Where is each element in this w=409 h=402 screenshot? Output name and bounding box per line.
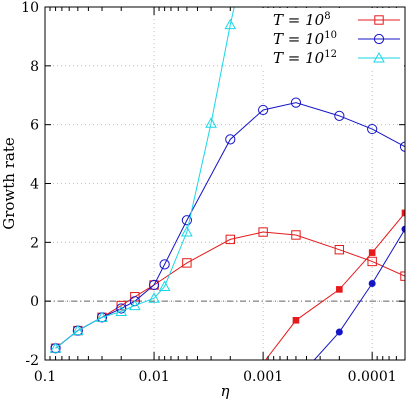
data-point-marker [205, 117, 217, 128]
y-tick-label: 0 [30, 294, 39, 310]
data-point-marker [159, 259, 170, 270]
data-point-marker [292, 316, 300, 324]
x-tick-label: 0.1 [34, 369, 56, 385]
legend-label: T = 1010 [273, 30, 337, 48]
data-point-marker [225, 234, 235, 245]
data-point-marker [71, 324, 84, 336]
series-1-line [55, 102, 405, 349]
data-point-marker [49, 342, 62, 353]
y-axis-label: Growth rate [0, 137, 18, 230]
data-point-marker [291, 230, 301, 240]
series-0-line [55, 231, 405, 349]
x-tick-label: 0.01 [138, 369, 169, 385]
data-point-marker [401, 209, 405, 217]
x-axis-label: η [221, 382, 230, 400]
legend-label: T = 1012 [273, 49, 337, 67]
data-point-marker [129, 299, 141, 311]
data-point-marker [367, 256, 377, 267]
secondary-line-1-line [313, 228, 405, 360]
secondary-line-0-line [265, 212, 405, 360]
data-point-marker [181, 215, 192, 226]
data-point-marker [335, 328, 343, 336]
series-2-line [55, 7, 235, 349]
data-point-marker [367, 123, 378, 135]
plot-lines [49, 7, 405, 360]
data-point-marker [182, 258, 192, 268]
x-tick-label: 0.001 [243, 369, 283, 385]
data-point-marker [116, 303, 127, 314]
data-point-marker [334, 110, 345, 121]
data-point-marker [148, 279, 160, 291]
data-point-marker [115, 305, 128, 316]
y-tick-label: 4 [30, 177, 39, 193]
data-point-marker [290, 97, 302, 108]
data-point-marker [336, 286, 343, 293]
data-point-marker [96, 311, 108, 322]
data-point-marker [116, 300, 126, 311]
y-tick-label: 6 [30, 118, 39, 134]
secondary-line-1 [313, 225, 405, 360]
data-point-marker [368, 280, 376, 288]
series-0 [50, 227, 405, 353]
data-point-marker [158, 280, 171, 291]
data-point-marker [373, 51, 385, 63]
data-point-marker [224, 18, 237, 30]
data-point-marker [225, 134, 236, 145]
legend-label: T = 108 [273, 11, 331, 29]
x-tick-label: 0.0001 [348, 369, 397, 385]
y-tick-label: 10 [21, 0, 39, 16]
data-point-marker [258, 227, 268, 237]
y-tick-label: -2 [25, 353, 39, 369]
y-tick-label: 2 [30, 235, 39, 251]
grid-lines [45, 7, 405, 360]
secondary-line-0 [265, 209, 405, 360]
data-point-marker [373, 33, 385, 45]
series-2 [49, 7, 237, 353]
series-1 [50, 97, 405, 354]
data-point-marker [258, 104, 269, 116]
data-point-marker [148, 292, 160, 303]
y-tick-label: 8 [30, 59, 39, 75]
data-point-marker [374, 15, 384, 25]
axis-ticks: -2 0 2 4 6 8 10 0.1 0.01 0.001 0.0001 [21, 0, 405, 385]
data-point-marker [401, 225, 405, 233]
data-point-marker [334, 244, 345, 255]
data-point-marker [181, 226, 193, 237]
data-point-marker [368, 249, 376, 256]
